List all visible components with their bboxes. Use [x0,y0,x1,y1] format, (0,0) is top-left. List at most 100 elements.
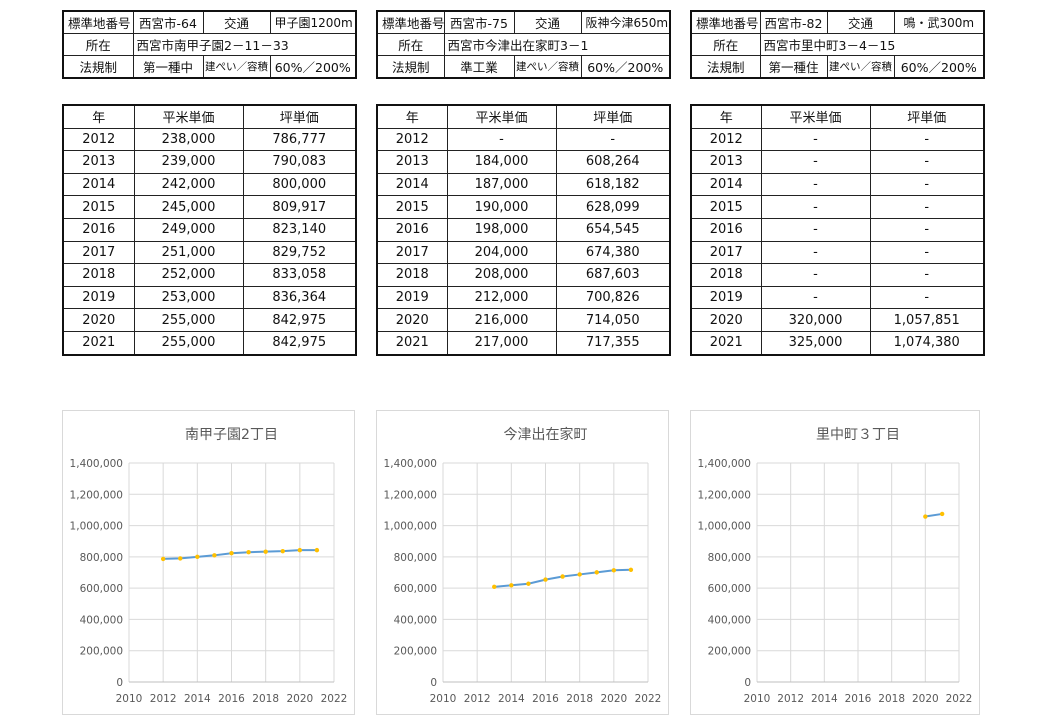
data-point [212,553,217,558]
table-row: 2015 190,000 628,099 [376,195,671,219]
table-row: 2020 255,000 842,975 [62,308,357,332]
site-ratio: 60%／200% [580,55,671,79]
info-row-location: 所在 西宮市里中町3－4－15 [690,33,985,56]
year-cell: 2015 [376,195,448,219]
sqm-price-cell: 242,000 [133,172,244,197]
sqm-price-cell: - [760,240,871,265]
y-tick-label: 400,000 [394,614,437,626]
sqm-price-cell: 190,000 [446,195,557,219]
site-number: 西宮市-82 [759,10,828,34]
y-tick-label: 1,400,000 [698,458,751,470]
site-number: 西宮市-64 [132,10,204,34]
year-cell: 2015 [690,195,762,219]
label-zoning: 法規制 [376,55,445,79]
tsubo-price-cell: 674,380 [555,240,671,265]
table-row: 2013- - [690,150,985,174]
price-panel-2: 年 平米単価 坪単価 2012- - 2013 184,000 608,264 201… [376,104,671,356]
tsubo-price-cell: 842,975 [242,330,357,356]
site-zoning: 第一種住 [759,55,828,79]
tsubo-price-cell: 618,182 [555,172,671,197]
y-tick-label: 1,400,000 [384,458,437,470]
price-table-1: 年 平米単価 坪単価 2012 238,000 786,777 2013 239,00… [62,104,357,356]
data-point [297,547,303,553]
year-cell: 2019 [690,285,762,310]
sqm-price-cell: 253,000 [133,285,244,310]
data-point [160,556,166,562]
table-row: 2016 198,000 654,545 [376,217,671,242]
tsubo-price-cell: 809,917 [242,195,357,219]
data-point [560,574,565,579]
year-cell: 2020 [376,308,448,332]
sqm-price-cell: 325,000 [760,330,871,356]
sqm-price-cell: 255,000 [133,330,244,356]
label-location: 所在 [690,33,761,56]
data-point [577,572,582,577]
tsubo-price-cell: - [869,150,985,174]
year-cell: 2018 [62,263,135,287]
tsubo-price-cell: - [869,285,985,310]
table-row: 2019 212,000 700,826 [376,285,671,310]
x-tick-label: 2022 [321,693,348,705]
x-tick-label: 2016 [845,693,872,705]
y-tick-label: 800,000 [80,552,123,564]
tsubo-price-cell: 786,777 [242,127,357,152]
table-row: 2013 239,000 790,083 [62,150,357,174]
tsubo-price-cell: 717,355 [555,330,671,356]
sqm-price-cell: - [446,127,557,152]
sqm-price-cell: 184,000 [446,150,557,174]
label-zoning: 法規制 [62,55,134,79]
y-tick-label: 1,000,000 [698,521,751,533]
table-row: 2020 320,000 1,057,851 [690,308,985,332]
price-header-row: 年 平米単価 坪単価 [376,104,671,129]
info-row-zoning: 法規制 準工業 建ぺい／容積 60%／200% [376,55,671,79]
site-ratio: 60%／200% [269,55,357,79]
data-point [178,556,183,561]
year-cell: 2017 [62,240,135,265]
table-row: 2018 252,000 833,058 [62,263,357,287]
table-row: 2012- - [690,127,985,152]
year-cell: 2021 [376,330,448,356]
x-tick-label: 2012 [464,693,491,705]
site-location: 西宮市南甲子園2－11－33 [132,33,357,56]
table-row: 2012 238,000 786,777 [62,127,357,152]
sqm-price-cell: 320,000 [760,308,871,332]
data-point [280,548,285,554]
table-row: 2017 204,000 674,380 [376,240,671,265]
tsubo-price-cell: 823,140 [242,217,357,242]
year-cell: 2017 [690,240,762,265]
y-tick-label: 0 [116,677,123,689]
x-tick-label: 2020 [600,693,627,705]
y-tick-label: 1,000,000 [384,521,437,533]
info-row-number: 標準地番号 西宮市-75 交通 阪神今津650m [376,10,671,34]
header-sqm-price: 平米単価 [446,104,557,129]
label-number: 標準地番号 [376,10,445,34]
year-cell: 2016 [690,217,762,242]
tsubo-price-cell: - [555,127,671,152]
chart-title: 今津出在家町 [504,426,588,443]
year-cell: 2015 [62,195,135,219]
price-table-2: 年 平米単価 坪単価 2012- - 2013 184,000 608,264 201… [376,104,671,356]
header-sqm-price: 平米単価 [760,104,871,129]
tsubo-price-cell: - [869,240,985,265]
year-cell: 2014 [62,172,135,197]
data-point [246,550,251,555]
tsubo-price-cell: 714,050 [555,308,671,332]
data-point [314,547,320,553]
tsubo-price-cell: 700,826 [555,285,671,310]
y-tick-label: 0 [430,677,437,689]
year-cell: 2019 [62,285,135,310]
site-zoning: 準工業 [443,55,515,79]
y-tick-label: 200,000 [708,646,751,658]
sqm-price-cell: 252,000 [133,263,244,287]
x-tick-label: 2010 [744,693,771,705]
table-row: 2021 255,000 842,975 [62,330,357,356]
year-cell: 2018 [690,263,762,287]
y-tick-label: 1,400,000 [70,458,123,470]
site-location: 西宮市里中町3－4－15 [759,33,985,56]
data-point [509,583,514,588]
site-transport: 甲子園1200m [269,10,357,34]
sqm-price-cell: 187,000 [446,172,557,197]
tsubo-price-cell: - [869,263,985,287]
label-transport: 交通 [513,10,582,34]
header-year: 年 [690,104,762,129]
